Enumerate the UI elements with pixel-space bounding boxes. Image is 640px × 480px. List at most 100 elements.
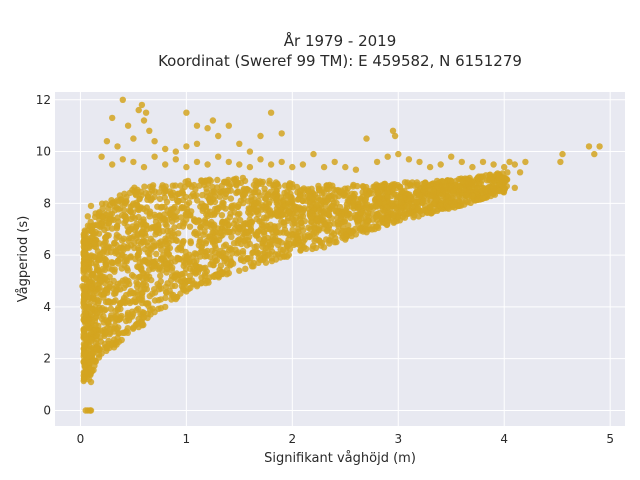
data-point [182, 248, 189, 256]
data-point [228, 202, 236, 209]
data-point [299, 161, 307, 168]
data-point [163, 265, 171, 273]
data-point [448, 153, 455, 160]
data-point [266, 180, 273, 187]
data-point [407, 195, 414, 202]
data-point [311, 229, 318, 236]
data-point [331, 194, 339, 201]
data-point [158, 255, 165, 262]
data-point [124, 243, 131, 250]
data-point [123, 264, 131, 272]
data-point [356, 204, 363, 211]
x-tick-label: 1 [183, 432, 191, 446]
data-point [326, 181, 333, 189]
x-tick-label: 0 [77, 432, 85, 446]
data-point [326, 240, 333, 247]
data-point [123, 291, 130, 299]
data-point [247, 226, 255, 233]
data-point [183, 216, 190, 223]
data-point [191, 250, 199, 257]
data-point [160, 189, 168, 197]
data-point [103, 138, 111, 145]
data-point [293, 183, 301, 191]
data-point [84, 213, 92, 220]
data-point [83, 368, 91, 375]
data-point [120, 207, 128, 214]
data-point [105, 205, 112, 212]
data-point [236, 210, 243, 217]
data-point [216, 193, 223, 200]
data-point [175, 198, 182, 205]
data-point [302, 245, 310, 252]
data-point [140, 314, 148, 321]
x-tick-label: 4 [500, 432, 508, 446]
data-point [298, 223, 305, 230]
data-point [108, 225, 116, 232]
data-point [215, 132, 222, 140]
data-point [585, 143, 593, 150]
data-point [242, 236, 249, 244]
data-point [102, 329, 109, 336]
data-point [204, 161, 211, 168]
data-point [186, 272, 194, 279]
data-point [496, 181, 503, 188]
data-point [426, 192, 434, 199]
data-point [282, 192, 290, 200]
data-point [268, 210, 275, 217]
data-point [250, 189, 257, 196]
data-point [193, 283, 201, 290]
data-point [255, 211, 262, 218]
data-point [80, 316, 87, 323]
data-point [210, 273, 217, 280]
data-point [214, 176, 221, 184]
data-point [118, 265, 126, 272]
data-point [162, 145, 169, 153]
data-point [251, 196, 258, 203]
data-point [397, 199, 405, 206]
data-point [207, 199, 215, 206]
data-point [351, 212, 359, 219]
data-point [504, 169, 511, 176]
data-point [171, 213, 178, 221]
data-point [511, 184, 518, 191]
data-point [112, 248, 120, 255]
data-point [80, 374, 88, 382]
data-point [128, 308, 136, 315]
data-point [259, 243, 266, 251]
data-point [304, 187, 311, 194]
data-point [433, 182, 441, 189]
data-point [501, 174, 508, 181]
data-point [88, 311, 96, 318]
data-point [140, 117, 148, 124]
data-point [319, 186, 326, 193]
data-point [511, 161, 518, 168]
data-point [274, 251, 282, 258]
data-point [176, 255, 183, 263]
data-point [323, 198, 330, 205]
data-point [172, 182, 179, 189]
data-point [557, 158, 564, 166]
data-point [207, 261, 214, 268]
data-point [154, 203, 161, 210]
data-point [384, 215, 391, 223]
data-point [242, 265, 249, 272]
data-point [139, 258, 146, 265]
data-point [184, 177, 192, 185]
data-point [490, 161, 497, 168]
data-point [267, 161, 275, 168]
data-point [200, 231, 207, 238]
data-point [123, 216, 130, 223]
data-point [479, 195, 487, 202]
data-point [120, 246, 127, 254]
data-point [140, 163, 148, 171]
data-point [151, 297, 159, 304]
data-point [164, 227, 171, 235]
data-point [117, 315, 124, 322]
data-point [234, 188, 241, 196]
data-point [184, 277, 192, 285]
data-point [395, 213, 402, 220]
data-point [289, 163, 296, 171]
data-point [401, 179, 409, 186]
data-point [90, 357, 97, 364]
data-point [135, 106, 142, 114]
